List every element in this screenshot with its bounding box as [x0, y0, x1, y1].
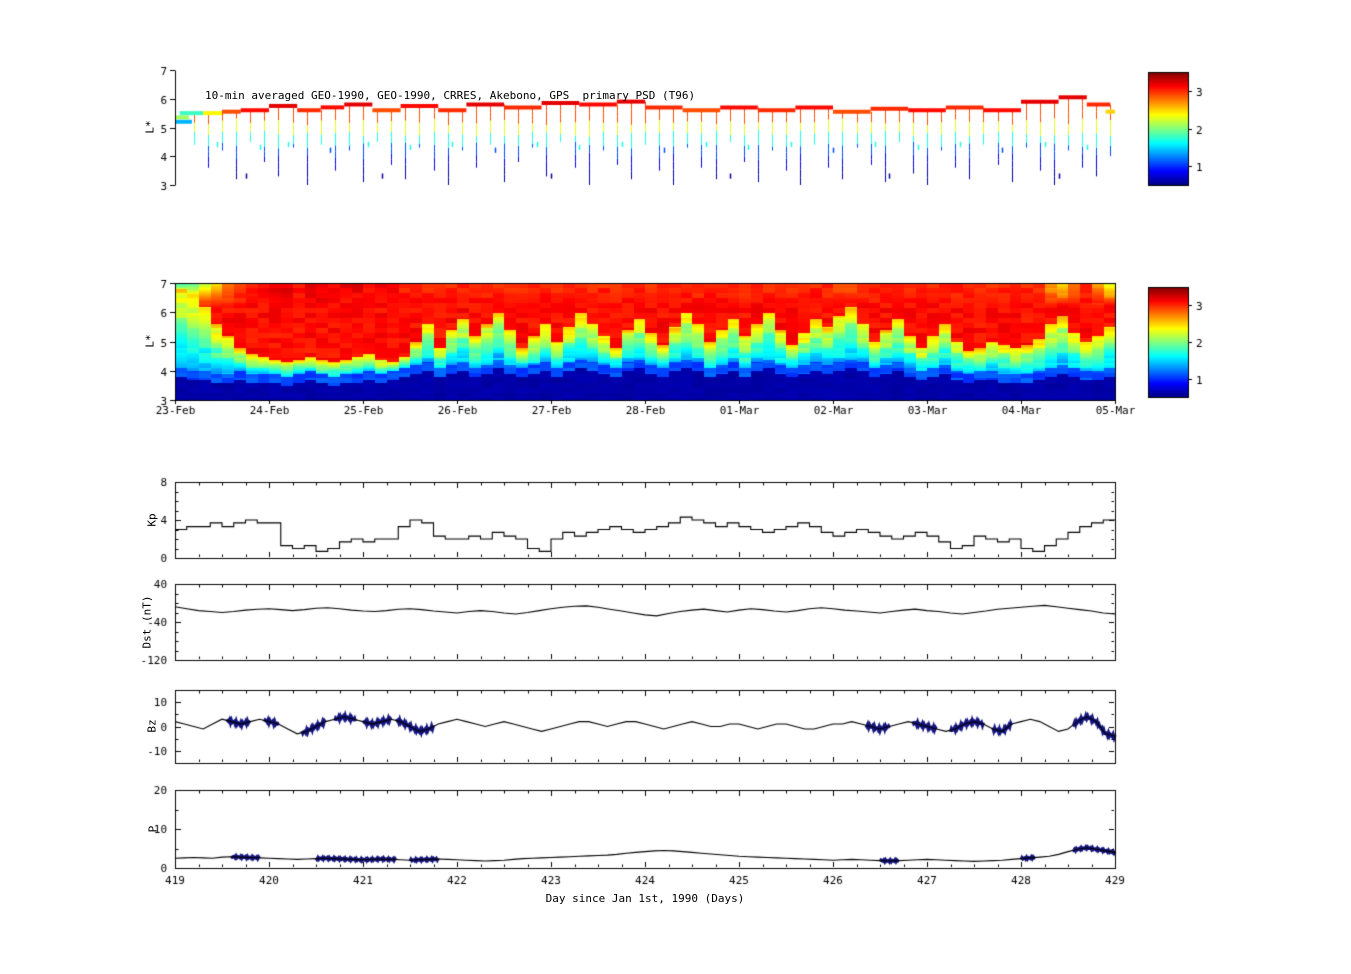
p-ylabel: P [146, 825, 160, 833]
panel1-title: 10-min averaged GEO-1990, GEO-1990, CRRE… [205, 89, 696, 102]
kp-ylabel: Kp [145, 513, 159, 527]
dst-ylabel: Dst (nT) [140, 595, 154, 649]
bz-ylabel: Bz [145, 719, 159, 733]
x-axis-label: Day since Jan 1st, 1990 (Days) [545, 892, 745, 905]
panel2-ylabel: L* [143, 334, 157, 348]
panel1-ylabel: L* [143, 120, 157, 134]
